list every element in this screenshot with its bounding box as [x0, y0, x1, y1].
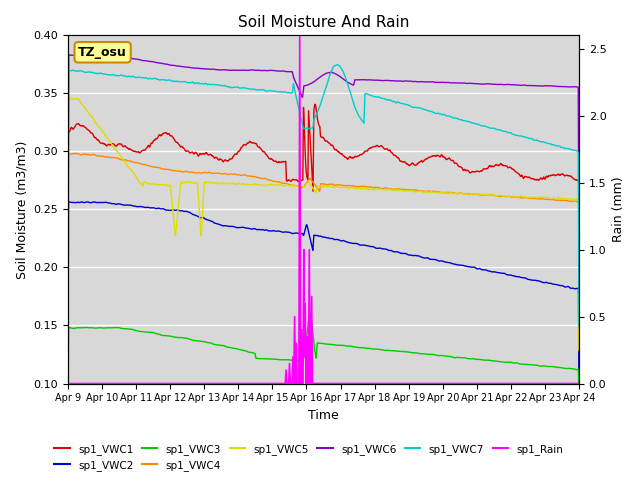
Title: Soil Moisture And Rain: Soil Moisture And Rain — [238, 15, 409, 30]
Legend: sp1_VWC1, sp1_VWC2, sp1_VWC3, sp1_VWC4, sp1_VWC5, sp1_VWC6, sp1_VWC7, sp1_Rain: sp1_VWC1, sp1_VWC2, sp1_VWC3, sp1_VWC4, … — [50, 439, 568, 475]
Y-axis label: Soil Moisture (m3/m3): Soil Moisture (m3/m3) — [15, 140, 28, 278]
Text: TZ_osu: TZ_osu — [78, 46, 127, 59]
X-axis label: Time: Time — [308, 409, 339, 422]
Y-axis label: Rain (mm): Rain (mm) — [612, 177, 625, 242]
